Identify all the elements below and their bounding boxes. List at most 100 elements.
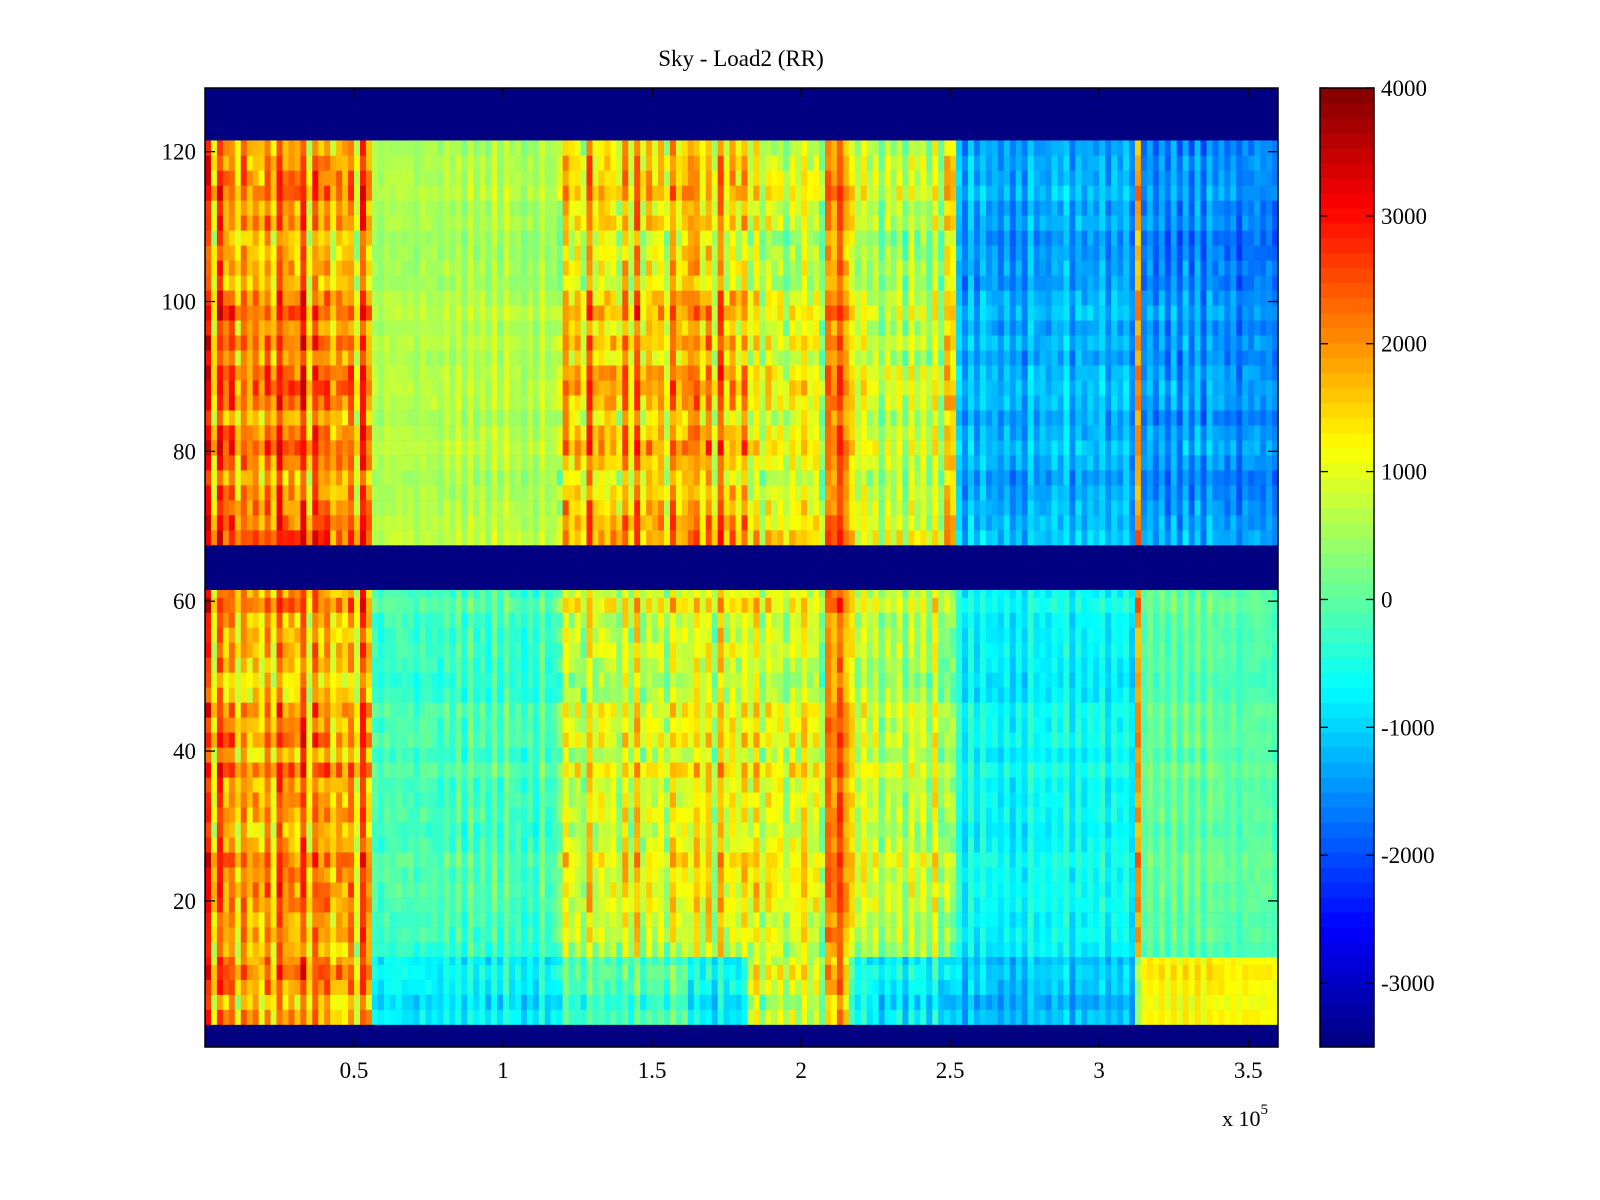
heatmap-cell [1009, 485, 1017, 501]
heatmap-cell [658, 410, 665, 426]
heatmap-cell [455, 185, 462, 201]
heatmap-cell [699, 365, 707, 381]
heatmap-cell [228, 200, 236, 216]
heatmap-cell [1206, 260, 1214, 276]
heatmap-cell [962, 455, 969, 471]
heatmap-cell [765, 942, 772, 958]
heatmap-cell [824, 215, 832, 231]
heatmap-cell [479, 290, 486, 306]
heatmap-cell [842, 140, 850, 156]
heatmap-cell [896, 395, 904, 411]
heatmap-cell [1200, 185, 1208, 201]
heatmap-cell [401, 350, 409, 366]
heatmap-cell [1170, 275, 1178, 291]
heatmap-cell [1099, 425, 1106, 441]
heatmap-cell [216, 305, 224, 321]
heatmap-cell [1170, 245, 1178, 261]
heatmap-cell [920, 155, 927, 171]
heatmap-cell [991, 395, 999, 411]
heatmap-cell [395, 320, 403, 336]
heatmap-cell [753, 410, 760, 426]
heatmap-cell [467, 455, 474, 471]
heatmap-cell [210, 395, 218, 411]
heatmap-cell [437, 140, 445, 156]
heatmap-cell [580, 290, 588, 306]
heatmap-cell [294, 500, 301, 516]
heatmap-cell [389, 470, 397, 486]
heatmap-cell [592, 305, 600, 321]
heatmap-cell [771, 275, 778, 291]
heatmap-cell [377, 215, 385, 231]
heatmap-cell [497, 170, 504, 186]
heatmap-cell [985, 425, 993, 441]
heatmap-cell [592, 410, 600, 426]
heatmap-cell [926, 290, 933, 306]
heatmap-cell [818, 215, 826, 231]
heatmap-cell [1158, 425, 1166, 441]
heatmap-cell [538, 515, 546, 531]
heatmap-cell [1128, 260, 1136, 276]
heatmap-cell [622, 942, 629, 958]
heatmap-cell [532, 365, 540, 381]
heatmap-cell [1164, 335, 1172, 351]
heatmap-cell [205, 530, 212, 546]
heatmap-cell [956, 305, 963, 321]
heatmap-cell [401, 185, 409, 201]
heatmap-cell [592, 185, 600, 201]
heatmap-cell [354, 245, 361, 261]
heatmap-cell [1027, 530, 1035, 546]
heatmap-cell [1051, 170, 1059, 186]
heatmap-cell [765, 185, 772, 201]
heatmap-cell [1200, 455, 1208, 471]
heatmap-cell [652, 365, 659, 381]
heatmap-cell [711, 470, 719, 486]
heatmap-cell [854, 365, 862, 381]
heatmap-cell [699, 320, 707, 336]
heatmap-cell [240, 140, 248, 156]
heatmap-cell [1039, 530, 1047, 546]
heatmap-cell [264, 200, 272, 216]
heatmap-cell [580, 350, 588, 366]
heatmap-cell [1158, 305, 1166, 321]
heatmap-cell [222, 335, 230, 351]
heatmap-cell [705, 200, 713, 216]
heatmap-cell [413, 942, 421, 958]
heatmap-cell [795, 170, 802, 186]
heatmap-cell [979, 230, 987, 246]
heatmap-cell [1152, 260, 1160, 276]
heatmap-cell [658, 440, 665, 456]
heatmap-cell [944, 365, 951, 381]
heatmap-cell [938, 275, 945, 291]
heatmap-cell [1260, 245, 1267, 261]
heatmap-cell [669, 380, 677, 396]
heatmap-cell [729, 260, 737, 276]
heatmap-cell [658, 365, 665, 381]
heatmap-cell [854, 485, 862, 501]
heatmap-cell [598, 320, 605, 336]
heatmap-cell [1230, 440, 1237, 456]
heatmap-cell [503, 140, 510, 156]
heatmap-cell [956, 140, 963, 156]
heatmap-cell [449, 245, 456, 261]
heatmap-cell [705, 530, 713, 546]
heatmap-cell [908, 350, 915, 366]
heatmap-cell [503, 410, 510, 426]
heatmap-cell [795, 320, 802, 336]
heatmap-cell [1015, 275, 1023, 291]
heatmap-cell [985, 155, 993, 171]
heatmap-cell [1152, 245, 1160, 261]
heatmap-cell [407, 410, 415, 426]
heatmap-cell [389, 215, 397, 231]
heatmap-cell [342, 335, 349, 351]
heatmap-cell [395, 140, 403, 156]
heatmap-cell [550, 515, 558, 531]
heatmap-cell [330, 200, 337, 216]
heatmap-cell [664, 200, 671, 216]
heatmap-cell [205, 200, 212, 216]
heatmap-cell [383, 140, 391, 156]
heatmap-cell [395, 395, 403, 411]
heatmap-cell [300, 380, 307, 396]
heatmap-cell [210, 215, 218, 231]
heatmap-cell [1111, 320, 1118, 336]
heatmap-cell [914, 365, 921, 381]
